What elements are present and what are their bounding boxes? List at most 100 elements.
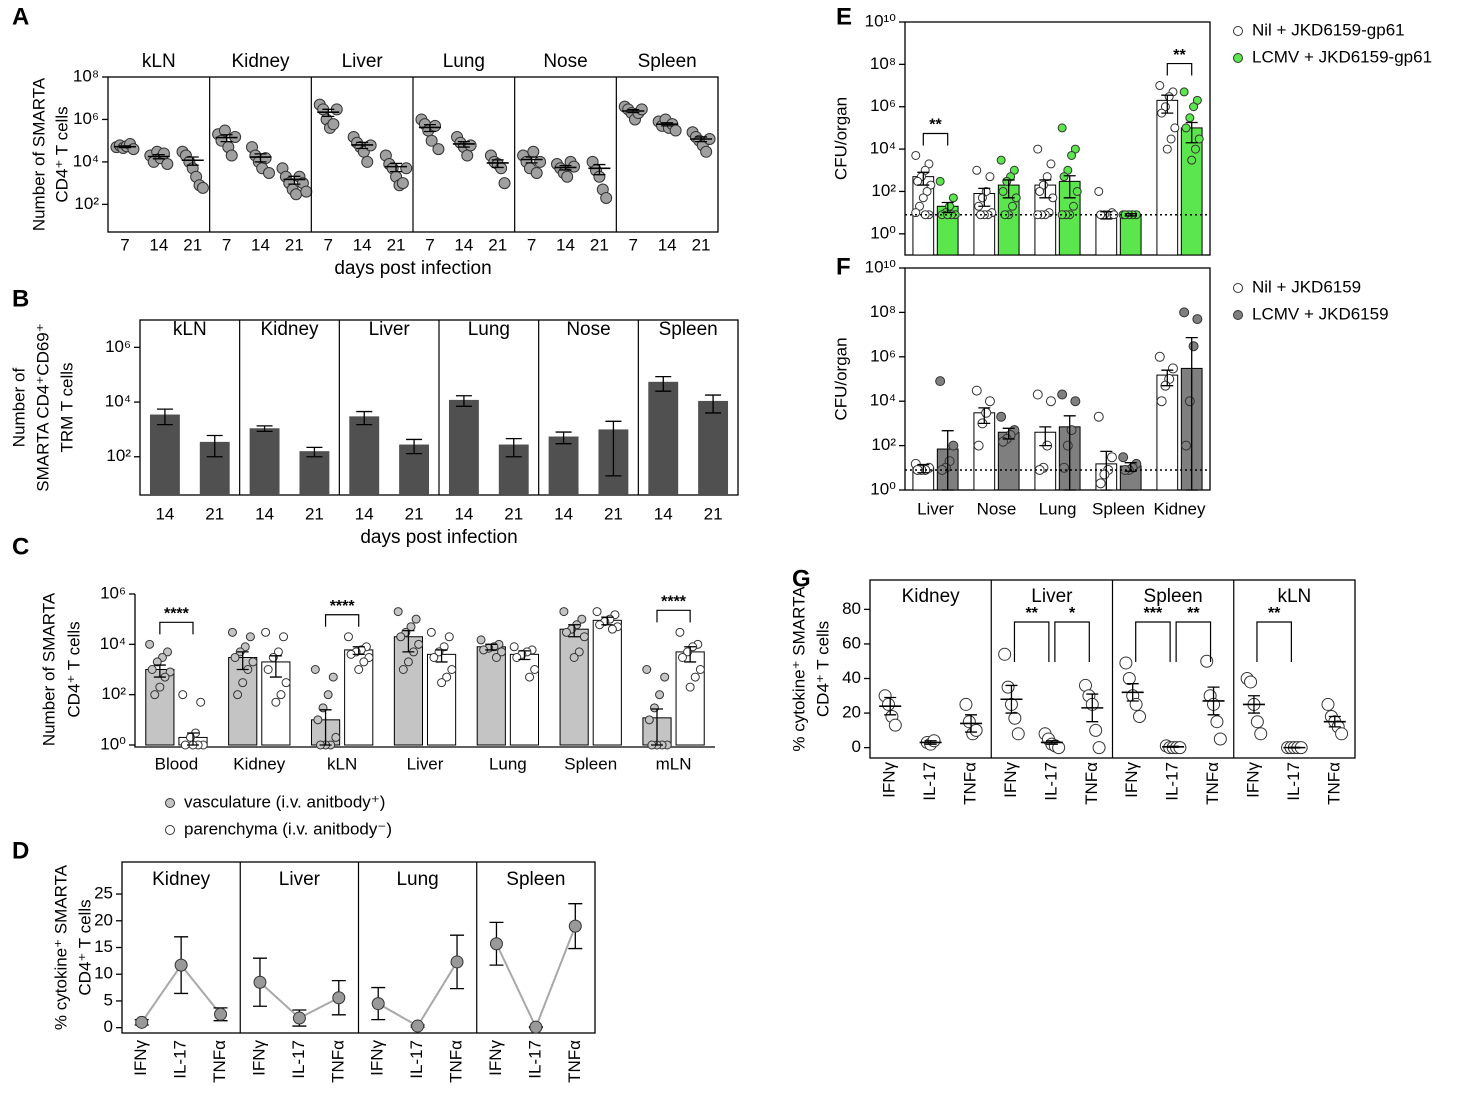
bar bbox=[1095, 214, 1118, 256]
data-point bbox=[1092, 741, 1106, 755]
data-point bbox=[1179, 307, 1190, 318]
data-point bbox=[1046, 159, 1056, 169]
data-point bbox=[425, 134, 438, 147]
data-point bbox=[677, 652, 687, 662]
data-point bbox=[1094, 186, 1104, 196]
facet-title: Spleen bbox=[506, 869, 565, 890]
data-point bbox=[669, 124, 682, 137]
panel-label: D bbox=[12, 837, 29, 864]
error-bar bbox=[1002, 427, 1015, 440]
facet-title: Kidney bbox=[260, 319, 319, 340]
data-point bbox=[411, 1019, 425, 1033]
x-tick-label: IL-17 bbox=[289, 1040, 308, 1079]
error-bar bbox=[965, 714, 978, 733]
data-point bbox=[145, 639, 155, 649]
error-bar bbox=[917, 463, 930, 474]
y-tick-label: 10² bbox=[101, 684, 126, 703]
data-point bbox=[1057, 123, 1067, 133]
bar bbox=[698, 400, 729, 495]
x-tick-label: IL-17 bbox=[1284, 762, 1303, 801]
data-point bbox=[1155, 81, 1165, 91]
x-tick-label: 21 bbox=[488, 235, 507, 254]
error-bar bbox=[220, 134, 233, 143]
error-bar bbox=[356, 410, 373, 426]
legend-label: Nil + JKD6159 bbox=[1252, 277, 1361, 296]
error-bar bbox=[423, 123, 436, 133]
x-tick-label: 14 bbox=[556, 235, 575, 254]
data-point bbox=[568, 919, 582, 933]
significance-bracket bbox=[1256, 621, 1292, 662]
data-point bbox=[150, 690, 160, 700]
data-point bbox=[690, 672, 700, 682]
error-bar bbox=[306, 446, 323, 458]
x-tick-label: 21 bbox=[387, 235, 406, 254]
data-point bbox=[429, 119, 442, 132]
y-tick-label: 0 bbox=[104, 1017, 113, 1036]
data-point bbox=[1032, 389, 1043, 400]
facet-title: Spleen bbox=[638, 51, 697, 72]
error-bar bbox=[1005, 684, 1018, 714]
data-point bbox=[948, 193, 958, 203]
error-bar bbox=[568, 624, 581, 638]
data-point bbox=[225, 149, 238, 162]
data-point bbox=[981, 407, 992, 418]
data-point bbox=[977, 193, 987, 203]
data-point bbox=[888, 718, 902, 732]
error-bar bbox=[319, 709, 332, 746]
data-point bbox=[1181, 123, 1191, 133]
bar bbox=[249, 428, 280, 495]
x-tick-label: 14 bbox=[353, 235, 372, 254]
error-bar bbox=[661, 122, 674, 127]
data-point bbox=[147, 665, 157, 674]
data-point bbox=[962, 715, 976, 729]
data-point bbox=[642, 665, 652, 674]
data-point bbox=[529, 1020, 543, 1034]
legend-marker bbox=[1233, 310, 1243, 320]
x-tick-label: 21 bbox=[590, 235, 609, 254]
axes bbox=[134, 594, 715, 748]
data-point bbox=[163, 647, 173, 657]
x-tick-label: 14 bbox=[355, 504, 374, 523]
data-point bbox=[196, 697, 206, 707]
data-point bbox=[1187, 155, 1197, 165]
data-point bbox=[1190, 144, 1200, 154]
facet-title: Kidney bbox=[902, 586, 961, 607]
error-bar bbox=[153, 664, 166, 678]
data-point bbox=[444, 632, 454, 642]
error-bar bbox=[1161, 94, 1174, 114]
data-point bbox=[959, 697, 973, 711]
data-point bbox=[332, 991, 346, 1005]
bar bbox=[145, 669, 175, 746]
data-point bbox=[574, 647, 584, 657]
x-tick-label: 14 bbox=[654, 504, 673, 523]
x-tick-label: Nose bbox=[977, 499, 1017, 518]
data-point bbox=[911, 208, 921, 218]
error-bar bbox=[1207, 686, 1220, 716]
data-point bbox=[1062, 440, 1073, 451]
y-axis-label: TRM T cells bbox=[57, 362, 76, 452]
data-point bbox=[971, 385, 982, 396]
y-axis-label: CFU/organ bbox=[831, 97, 850, 180]
y-tick-label: 10⁰ bbox=[100, 734, 126, 753]
data-point bbox=[174, 958, 188, 972]
y-tick-label: 10⁸ bbox=[73, 66, 99, 85]
panel-label: G bbox=[792, 565, 811, 592]
data-point bbox=[913, 176, 923, 186]
data-point bbox=[1095, 478, 1106, 489]
data-point bbox=[607, 624, 617, 634]
data-point bbox=[1154, 351, 1165, 362]
significance-bracket bbox=[1054, 621, 1090, 662]
legend-label: LCMV + JKD6159-gp61 bbox=[1252, 47, 1432, 66]
data-point bbox=[1200, 654, 1214, 668]
y-tick-label: 25 bbox=[94, 884, 113, 903]
x-tick-label: 21 bbox=[504, 504, 523, 523]
error-bar bbox=[1126, 683, 1139, 702]
error-bar bbox=[695, 136, 708, 143]
line bbox=[377, 961, 458, 1028]
data-point bbox=[984, 396, 995, 407]
error-bar bbox=[187, 732, 199, 746]
facet-title: Lung bbox=[443, 51, 485, 72]
x-tick-label: TNFα bbox=[1324, 762, 1343, 805]
data-point bbox=[230, 652, 240, 662]
panel-label: B bbox=[12, 285, 29, 312]
